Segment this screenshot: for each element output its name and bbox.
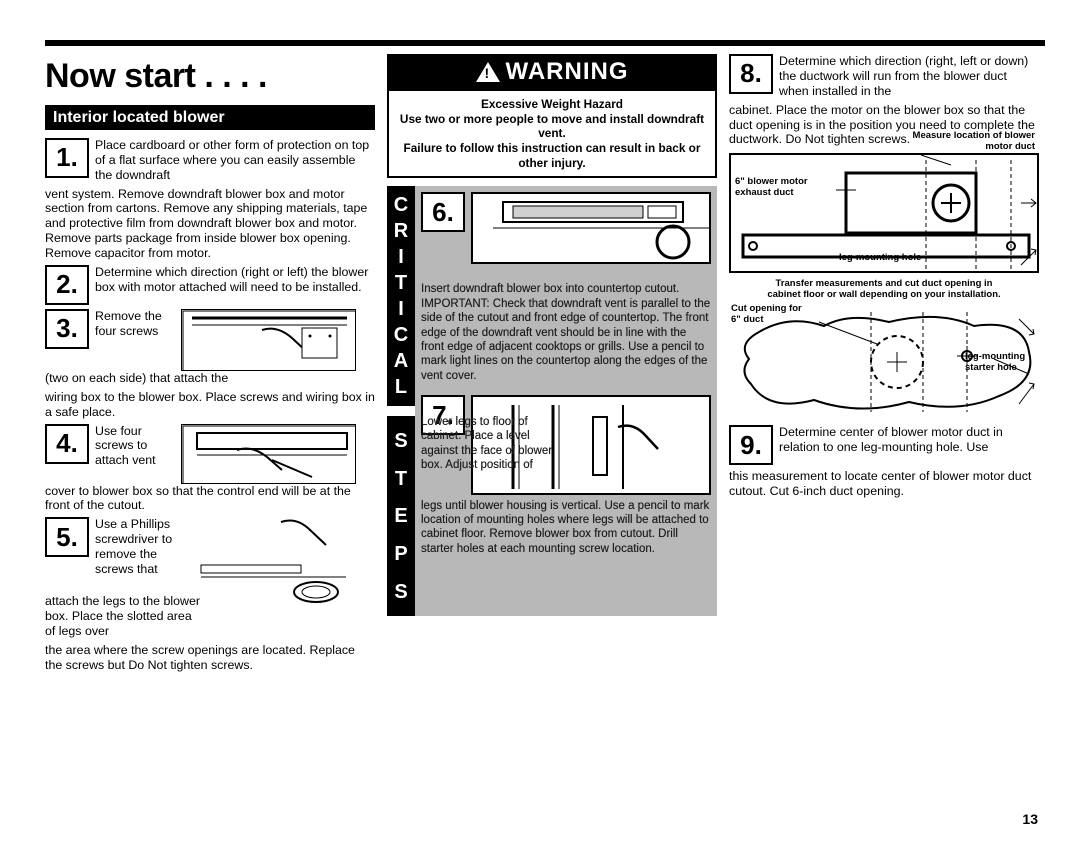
step-8-text: Determine which direction (right, left o… <box>779 54 1039 99</box>
column-left: Now start . . . . Interior located blowe… <box>45 54 375 677</box>
warning-label: WARNING <box>506 58 629 87</box>
step-3-cont2: wiring box to the blower box. Place scre… <box>45 390 375 420</box>
step-1-text: Place cardboard or other form of protect… <box>95 138 375 183</box>
step-6-text-a: Insert downdraft blower box into counter… <box>421 282 711 296</box>
diagram-2: Cut opening for 6" duct leg-mounting sta… <box>729 304 1039 419</box>
step-4: 4. Use four screws to attach vent <box>45 424 175 469</box>
step-5: 5. Use a Phillips screwdriver to remove … <box>45 517 185 577</box>
columns: Now start . . . . Interior located blowe… <box>45 54 1045 677</box>
warning-line2: Failure to follow this instruction can r… <box>397 141 707 170</box>
diagram1-label-c: leg-mounting hole <box>839 253 921 263</box>
step-number-2: 2. <box>45 265 89 305</box>
step-1: 1. Place cardboard or other form of prot… <box>45 138 375 183</box>
step-8: 8. Determine which direction (right, lef… <box>729 54 1039 99</box>
column-right: 8. Determine which direction (right, lef… <box>729 54 1039 677</box>
step-6-text-b: IMPORTANT: Check that downdraft vent is … <box>421 297 711 383</box>
step-number-3: 3. <box>45 309 89 349</box>
step-4-cont: cover to blower box so that the control … <box>45 484 375 514</box>
step-number-4: 4. <box>45 424 89 464</box>
step-5-text: Use a Phillips screwdriver to remove the… <box>95 517 185 577</box>
page-title: Now start . . . . <box>45 56 375 97</box>
step-3-illustration <box>181 309 356 371</box>
step-number-8: 8. <box>729 54 773 94</box>
step-7-text-a: Lower legs to floor of cabinet. Place a … <box>421 415 556 473</box>
diagram-1: Measure location of blower motor duct 6"… <box>729 153 1039 273</box>
step-number-1: 1. <box>45 138 89 178</box>
step-3-cont: (two on each side) that attach the <box>45 371 375 386</box>
section-heading: Interior located blower <box>45 105 375 130</box>
diagram2-label-a: Cut opening for 6" duct <box>731 304 811 325</box>
step-7-text-b: legs until blower housing is vertical. U… <box>421 499 711 557</box>
step-3: 3. Remove the four screws <box>45 309 175 349</box>
critical-content: 6. Insert downdraft blower box into coun… <box>415 186 717 616</box>
step-9-cont: this measurement to locate center of blo… <box>729 469 1039 499</box>
warning-heading: Excessive Weight Hazard <box>397 97 707 112</box>
top-rule <box>45 40 1045 46</box>
manual-page: Now start . . . . Interior located blowe… <box>0 0 1080 849</box>
diagram1-label-a: Measure location of blower motor duct <box>905 131 1035 152</box>
alert-icon <box>476 62 500 82</box>
step-4-text: Use four screws to attach vent <box>95 424 175 469</box>
step-3-text: Remove the four screws <box>95 309 175 339</box>
step-5-cont2: the area where the screw openings are lo… <box>45 643 375 673</box>
warning-banner: WARNING <box>387 54 717 91</box>
column-center: WARNING Excessive Weight Hazard Use two … <box>387 54 717 677</box>
warning-body: Excessive Weight Hazard Use two or more … <box>387 91 717 179</box>
step-9-text: Determine center of blower motor duct in… <box>779 425 1039 455</box>
critical-steps-panel: CRITICAL STEPS 6. Insert downd <box>387 186 717 616</box>
warning-line1: Use two or more people to move and insta… <box>397 112 707 141</box>
step-4-illustration <box>181 424 356 484</box>
step-5-illustration <box>191 517 351 612</box>
step-1-continued: vent system. Remove downdraft blower box… <box>45 187 375 261</box>
vertical-labels: CRITICAL STEPS <box>387 186 415 616</box>
step-5-cont: attach the legs to the blower box. Place… <box>45 594 205 639</box>
page-number: 13 <box>1022 811 1038 827</box>
step-number-6: 6. <box>421 192 465 232</box>
vert-label-critical: CRITICAL <box>387 186 415 406</box>
step-6-illustration <box>471 192 711 264</box>
step-number-5: 5. <box>45 517 89 557</box>
step-number-9: 9. <box>729 425 773 465</box>
step-2: 2. Determine which direction (right or l… <box>45 265 375 305</box>
diagram1-label-b: 6" blower motor exhaust duct <box>735 177 835 198</box>
step-2-text: Determine which direction (right or left… <box>95 265 375 295</box>
step-9: 9. Determine center of blower motor duct… <box>729 425 1039 465</box>
vert-label-steps: STEPS <box>387 416 415 616</box>
step-6: 6. <box>421 192 711 264</box>
diagram2-label-b: leg-mounting starter hole <box>965 352 1043 373</box>
diagram2-caption: Transfer measurements and cut duct openi… <box>729 279 1039 300</box>
